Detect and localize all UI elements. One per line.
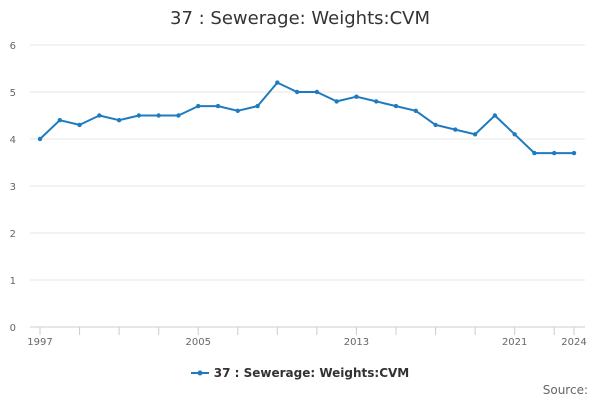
data-point-2009[interactable] xyxy=(275,80,280,85)
data-point-2000[interactable] xyxy=(97,113,102,118)
data-point-2019[interactable] xyxy=(472,132,478,137)
data-point-2004[interactable] xyxy=(176,113,181,118)
data-point-2005[interactable] xyxy=(196,103,201,109)
y-tick-label: 4 xyxy=(10,135,16,146)
x-tick-label: 1997 xyxy=(27,337,52,348)
data-point-2011[interactable] xyxy=(314,89,320,95)
y-axis-ticks: 0 1 2 3 4 5 6 xyxy=(10,41,16,334)
y-tick-label: 6 xyxy=(10,41,16,52)
y-tick-label: 2 xyxy=(10,229,16,240)
data-point-2023[interactable] xyxy=(552,150,557,156)
data-point-2001[interactable] xyxy=(116,118,122,123)
x-tick-label: 2005 xyxy=(185,337,210,348)
series-group xyxy=(37,80,577,156)
data-point-2024[interactable] xyxy=(571,150,577,156)
data-point-2015[interactable] xyxy=(393,103,399,109)
data-point-2014[interactable] xyxy=(374,99,379,104)
legend[interactable]: 37 : Sewerage: Weights:CVM xyxy=(0,366,600,380)
data-point-2020[interactable] xyxy=(492,113,498,118)
x-tick-label: 2021 xyxy=(502,337,527,348)
legend-line-icon xyxy=(190,370,209,376)
data-point-1997[interactable] xyxy=(37,136,43,142)
x-tick-label: 2013 xyxy=(344,337,369,348)
data-point-2016[interactable] xyxy=(413,108,418,114)
x-axis-ticks: 1997 2005 2013 2021 2024 xyxy=(27,327,587,348)
data-point-2017[interactable] xyxy=(433,122,438,128)
series-line[interactable] xyxy=(39,81,574,155)
y-tick-label: 3 xyxy=(10,182,16,193)
data-point-2012[interactable] xyxy=(334,99,339,104)
gridlines xyxy=(30,44,585,281)
y-tick-label: 0 xyxy=(10,323,16,334)
chart-title: 37 : Sewerage: Weights:CVM xyxy=(170,8,430,29)
data-point-2010[interactable] xyxy=(294,89,300,95)
y-tick-label: 5 xyxy=(10,88,16,99)
data-point-2013[interactable] xyxy=(354,94,359,99)
source-label: Source: xyxy=(542,383,588,397)
data-point-2006[interactable] xyxy=(215,103,221,109)
data-point-2002[interactable] xyxy=(136,113,142,118)
legend-label: 37 : Sewerage: Weights:CVM xyxy=(213,366,410,380)
data-point-2003[interactable] xyxy=(156,113,161,118)
data-point-1999[interactable] xyxy=(77,122,82,128)
data-point-2022[interactable] xyxy=(532,150,537,156)
data-point-2018[interactable] xyxy=(453,127,458,132)
data-point-2008[interactable] xyxy=(255,103,260,109)
data-point-1998[interactable] xyxy=(57,118,62,123)
y-tick-label: 1 xyxy=(10,276,16,287)
data-point-2021[interactable] xyxy=(512,132,517,137)
x-tick-label: 2024 xyxy=(561,337,586,348)
data-point-2007[interactable] xyxy=(235,108,240,114)
